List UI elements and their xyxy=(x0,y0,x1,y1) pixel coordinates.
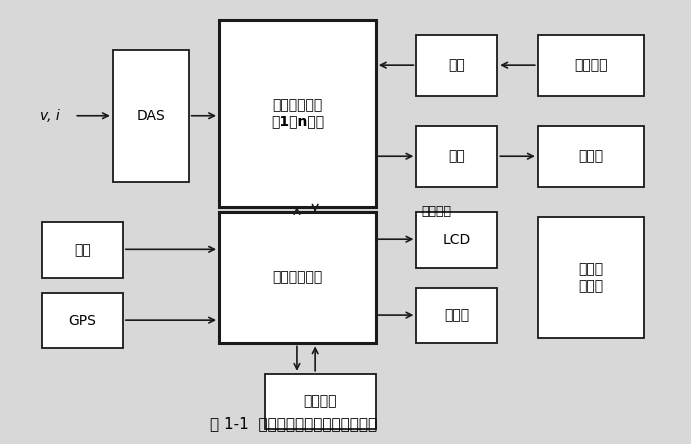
Text: GPS: GPS xyxy=(68,313,96,328)
Text: 继电器: 继电器 xyxy=(578,149,603,163)
Bar xyxy=(42,293,123,349)
Bar xyxy=(417,35,498,95)
Bar xyxy=(219,212,376,343)
Text: 逆变稳
压电源: 逆变稳 压电源 xyxy=(578,262,603,293)
Text: 开人电源: 开人电源 xyxy=(574,58,607,72)
Text: 按键: 按键 xyxy=(74,243,91,257)
Text: 开出: 开出 xyxy=(448,149,465,163)
Bar xyxy=(42,222,123,278)
Bar xyxy=(265,374,376,429)
Text: 串口通信: 串口通信 xyxy=(422,206,451,218)
Bar xyxy=(538,126,644,186)
Bar xyxy=(417,212,498,268)
Text: 管理微机系统: 管理微机系统 xyxy=(272,271,323,285)
Bar xyxy=(538,217,644,338)
Text: 保护微机系统
（1～n个）: 保护微机系统 （1～n个） xyxy=(271,98,324,128)
Text: 打印机: 打印机 xyxy=(444,309,469,323)
Text: 至通信网: 至通信网 xyxy=(303,395,337,408)
Bar xyxy=(417,126,498,186)
Text: v, i: v, i xyxy=(40,109,59,123)
Bar xyxy=(219,20,376,207)
Bar xyxy=(417,288,498,343)
Text: 图 1-1  微机保护装置的硬件构成框图: 图 1-1 微机保护装置的硬件构成框图 xyxy=(210,416,377,432)
Bar xyxy=(113,50,189,182)
Text: DAS: DAS xyxy=(136,109,165,123)
Text: 开人: 开人 xyxy=(448,58,465,72)
Text: LCD: LCD xyxy=(443,233,471,247)
Bar xyxy=(538,35,644,95)
